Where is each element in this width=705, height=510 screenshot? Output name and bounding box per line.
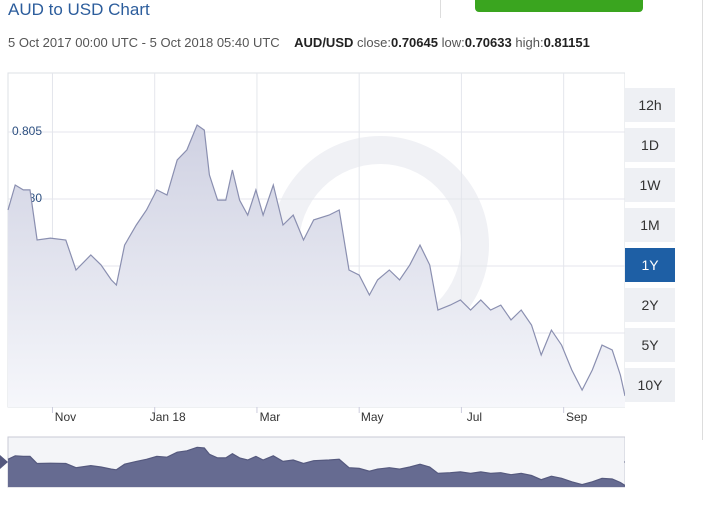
range-button[interactable]: 1D bbox=[625, 128, 675, 162]
x-tick-label: Mar bbox=[260, 410, 281, 424]
divider bbox=[702, 0, 703, 440]
price-area-fill bbox=[8, 125, 625, 407]
range-button[interactable]: 5Y bbox=[625, 328, 675, 362]
range-button[interactable]: 1Y bbox=[625, 248, 675, 282]
navigator-area-line bbox=[7, 446, 625, 487]
high-value: 0.81151 bbox=[543, 35, 590, 50]
navigator-handle bbox=[624, 461, 625, 463]
close-value: 0.70645 bbox=[390, 35, 438, 50]
convert-button[interactable] bbox=[475, 0, 643, 12]
range-button[interactable]: 12h bbox=[625, 88, 675, 122]
x-tick-label: May bbox=[361, 410, 384, 424]
range-button[interactable]: 10Y bbox=[625, 368, 675, 402]
x-tick-label: Jan 18 bbox=[150, 410, 186, 424]
pair: AUD/USD bbox=[294, 35, 354, 50]
navigator-handle bbox=[0, 455, 8, 469]
high-label: high: bbox=[515, 35, 544, 50]
date-range: 5 Oct 2017 00:00 UTC - 5 Oct 2018 05:40 … bbox=[8, 35, 280, 50]
range-button[interactable]: 2Y bbox=[625, 288, 675, 322]
price-area-line bbox=[7, 124, 625, 397]
x-tick-label: Nov bbox=[55, 410, 76, 424]
low-label: low: bbox=[441, 35, 465, 50]
range-button[interactable]: 1M bbox=[625, 208, 675, 242]
x-tick-label: Sep bbox=[566, 410, 588, 424]
x-tick-label: Jul bbox=[467, 410, 482, 424]
low-value: 0.70633 bbox=[464, 35, 512, 50]
divider bbox=[440, 0, 441, 18]
close-label: close: bbox=[357, 35, 391, 50]
y-tick-label: 0.805 bbox=[12, 124, 42, 138]
page-title: AUD to USD Chart bbox=[8, 0, 150, 19]
range-button[interactable]: 1W bbox=[625, 168, 675, 202]
subtitle: 5 Oct 2017 00:00 UTC - 5 Oct 2018 05:40 … bbox=[8, 35, 590, 50]
